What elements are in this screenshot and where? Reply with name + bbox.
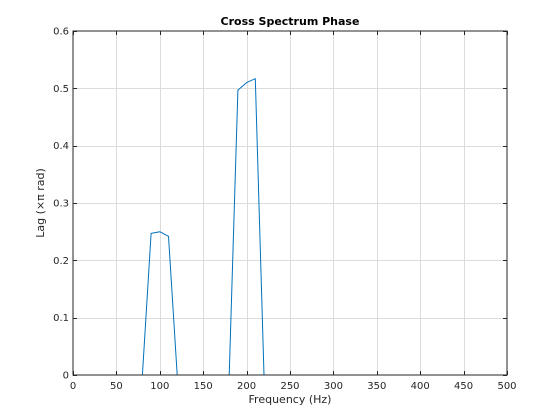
x-tick-label: 250 bbox=[280, 381, 299, 392]
x-tick-label: 350 bbox=[367, 381, 386, 392]
y-tick-label: 0.3 bbox=[53, 199, 69, 210]
y-tick-label: 0.4 bbox=[53, 141, 69, 152]
x-tick-label: 400 bbox=[411, 381, 430, 392]
y-tick-label: 0.1 bbox=[53, 313, 69, 324]
x-tick-label: 50 bbox=[110, 381, 123, 392]
y-tick-label: 0 bbox=[63, 371, 69, 382]
y-tick-label: 0.5 bbox=[53, 84, 69, 95]
y-tick-labels: 0 0.1 0.2 0.3 0.4 0.5 0.6 bbox=[53, 27, 69, 382]
chart-title: Cross Spectrum Phase bbox=[221, 15, 360, 28]
x-tick-label: 0 bbox=[70, 381, 76, 392]
y-axis-label: Lag (×π rad) bbox=[34, 168, 47, 238]
x-tick-label: 450 bbox=[454, 381, 473, 392]
x-tick-label: 200 bbox=[237, 381, 256, 392]
x-axis-label: Frequency (Hz) bbox=[249, 393, 332, 406]
y-tick-label: 0.6 bbox=[53, 27, 69, 38]
ticks bbox=[73, 31, 508, 376]
grid bbox=[73, 31, 507, 375]
x-tick-label: 500 bbox=[497, 381, 516, 392]
x-tick-label: 100 bbox=[150, 381, 169, 392]
x-tick-label: 300 bbox=[324, 381, 343, 392]
x-tick-label: 150 bbox=[194, 381, 213, 392]
y-tick-label: 0.2 bbox=[53, 256, 69, 267]
x-tick-labels: 0 50 100 150 200 250 300 350 400 450 500 bbox=[70, 381, 517, 392]
